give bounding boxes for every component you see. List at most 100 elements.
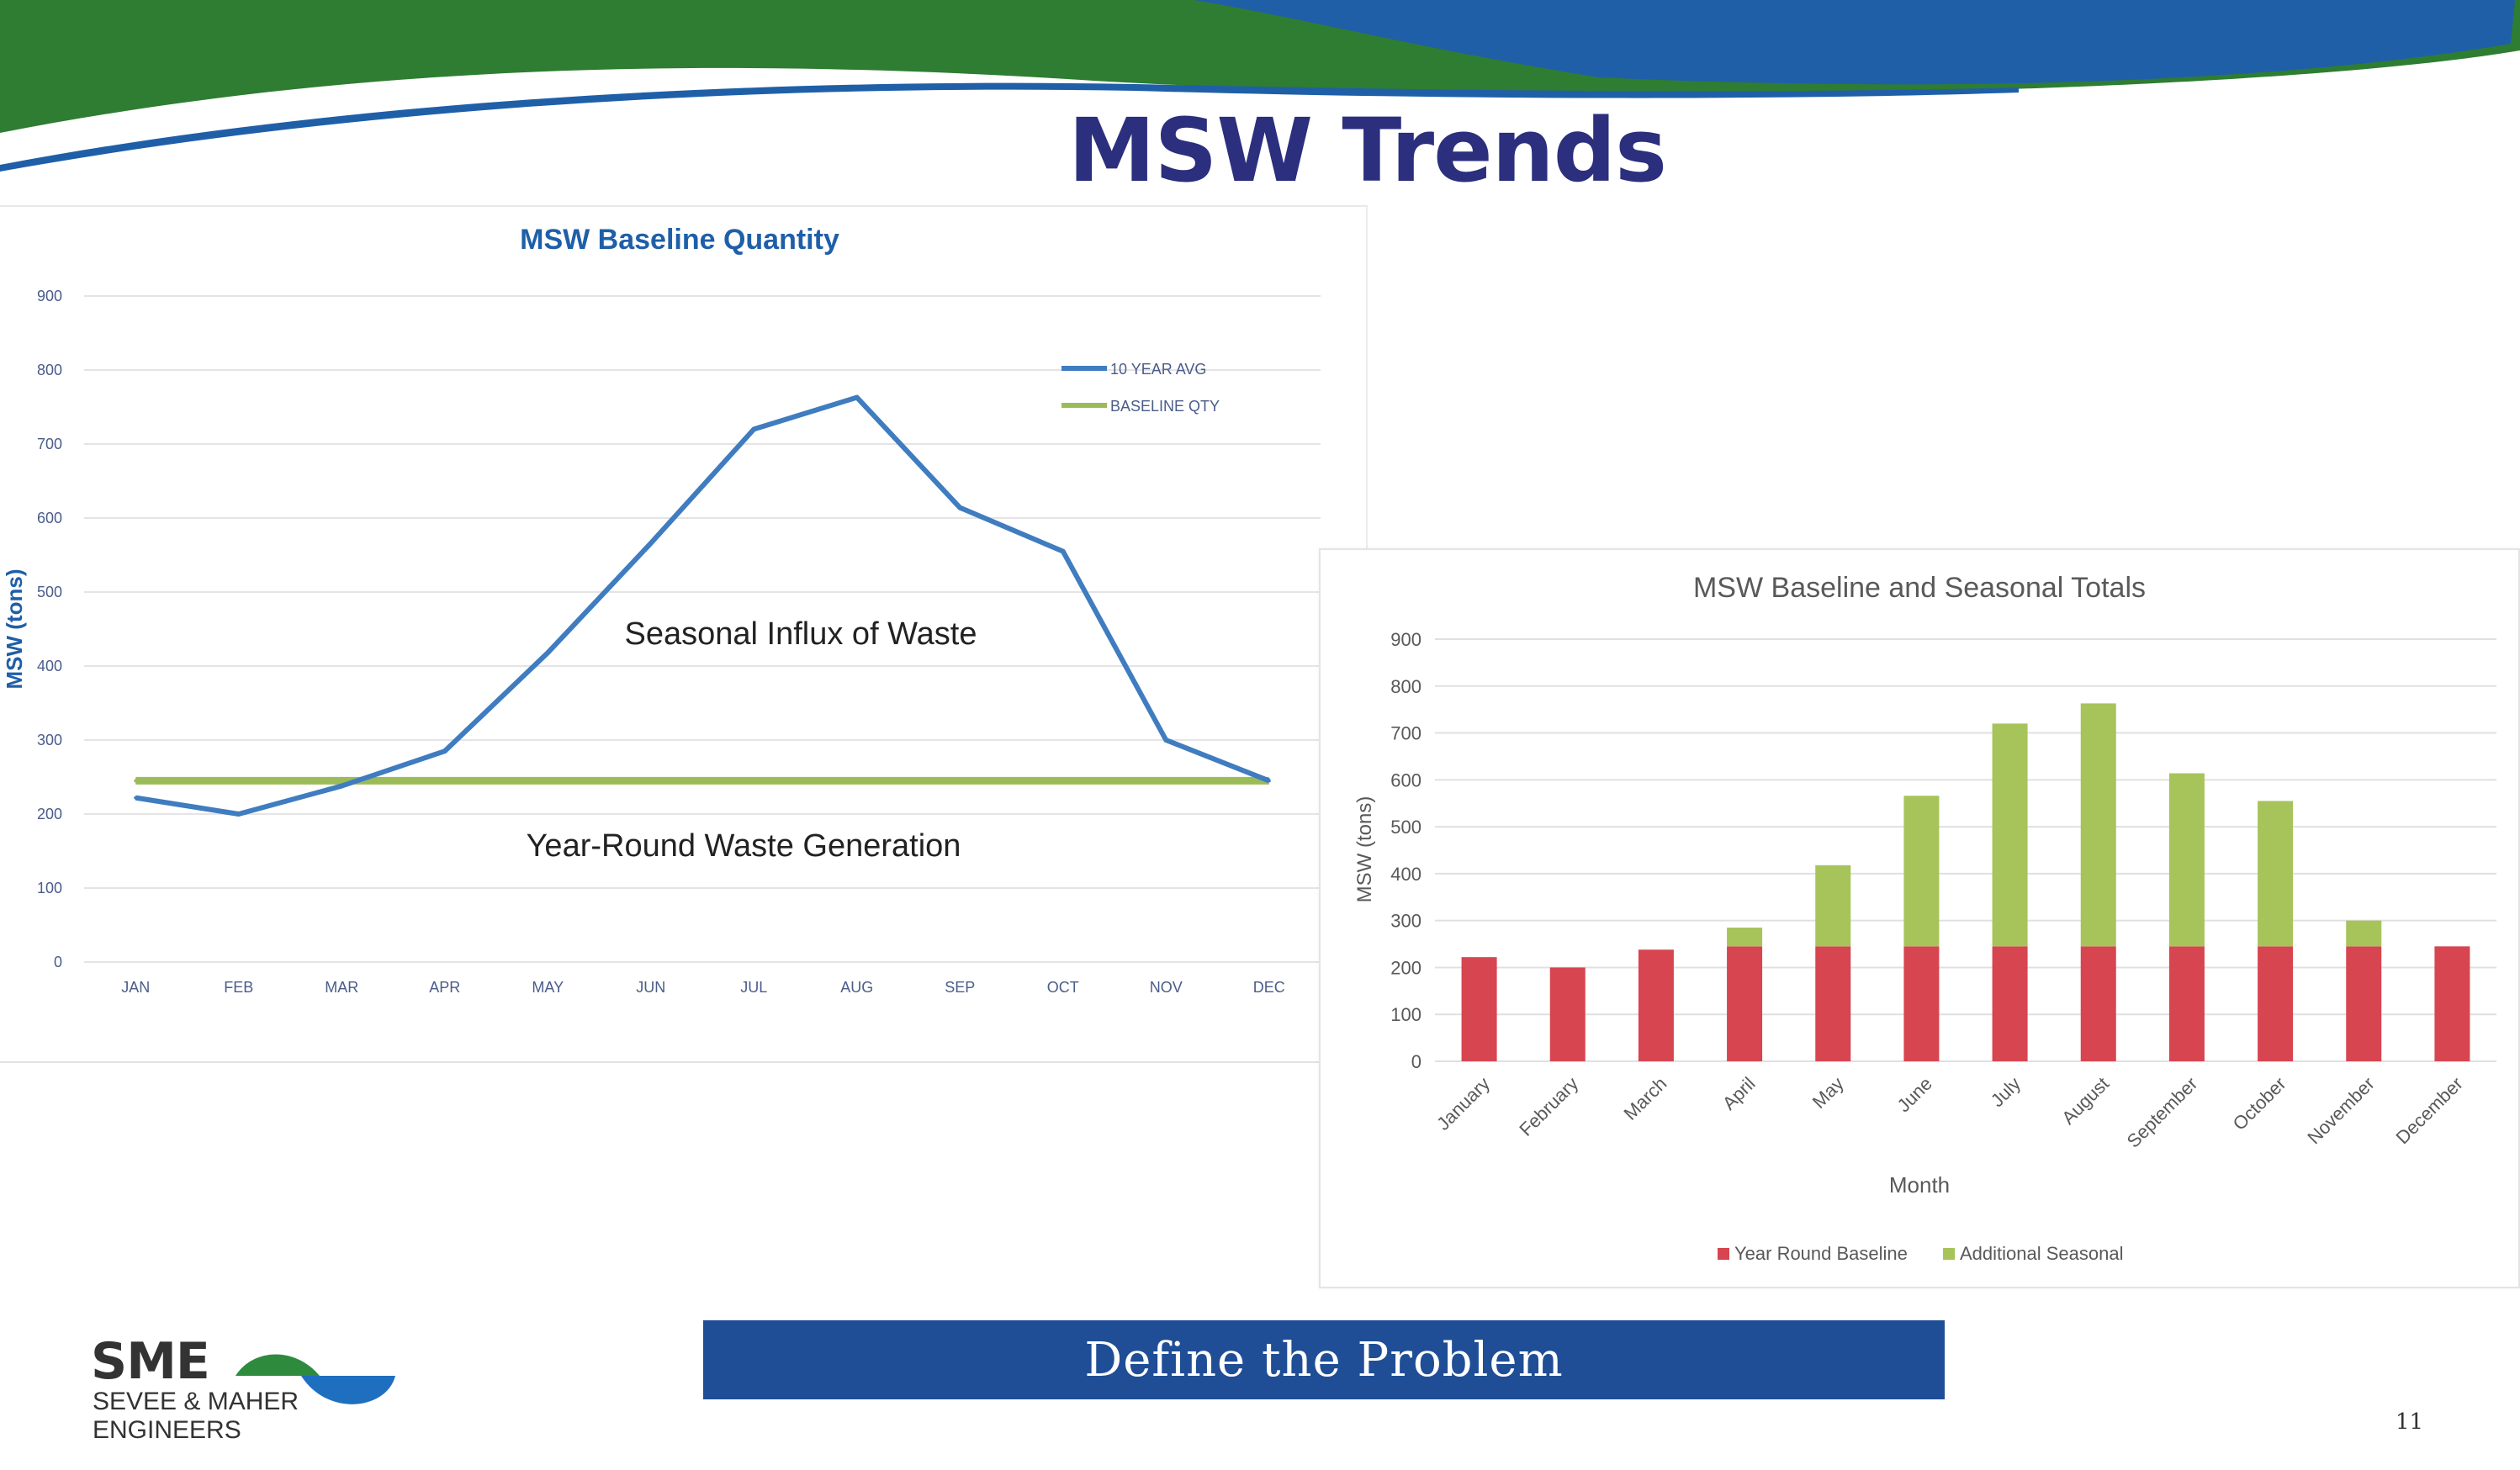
line-chart-x-tick: MAR (325, 979, 358, 996)
bar-segment-baseline (1549, 967, 1586, 1061)
bar-segment-baseline (2434, 946, 2470, 1061)
line-chart-point (1061, 779, 1065, 783)
bar-segment-baseline (1727, 946, 1763, 1061)
line-chart-x-tick: MAY (532, 979, 564, 996)
bar-chart-y-tick: 700 (1390, 723, 1421, 744)
logo-line-1: SEVEE & MAHER (93, 1388, 299, 1415)
bar-chart-y-tick: 300 (1390, 911, 1421, 932)
line-chart-panel: MSW Baseline Quantity 0 100 200 300 400 500 600… (0, 205, 1368, 1063)
line-chart-point (649, 779, 653, 783)
bar-segment-baseline (2258, 946, 2294, 1061)
footer-banner: Define the Problem (703, 1320, 1945, 1399)
line-chart-point (236, 779, 241, 783)
bar-chart-panel: MSW Baseline and Seasonal Totals 0 100 200 3… (1319, 548, 2520, 1288)
line-chart-point (958, 505, 962, 510)
bar-segment-seasonal (2346, 920, 2382, 947)
line-chart-y-tick: 100 (37, 880, 62, 896)
line-chart-x-tick: AUG (840, 979, 873, 996)
bar-chart-y-tick: 800 (1390, 676, 1421, 697)
bar-segment-seasonal (2258, 801, 2294, 947)
bar-chart-x-tick: June (1893, 1073, 1936, 1116)
bar-segment-baseline (1638, 949, 1674, 1061)
line-chart: MSW Baseline Quantity 0 100 200 300 400 500 600… (2, 224, 1321, 996)
line-chart-series-ten-year-avg (135, 394, 1270, 817)
line-chart-point (236, 812, 241, 816)
line-chart-y-tick: 700 (37, 436, 62, 452)
bar-chart-x-tick: May (1808, 1073, 1848, 1113)
bar-segment-baseline (1903, 946, 1940, 1061)
logo-line-2: ENGINEERS (93, 1416, 241, 1444)
bar-chart-y-tick: 200 (1390, 957, 1421, 978)
bar-chart-y-tick: 900 (1390, 629, 1421, 650)
bar-chart-y-tick: 100 (1390, 1004, 1421, 1025)
annotation-year-round: Year-Round Waste Generation (527, 828, 961, 864)
bar-chart-x-tick: February (1515, 1073, 1582, 1140)
page-number: 11 (2396, 1409, 2424, 1435)
bar-chart-legend-entry: Additional Seasonal (1960, 1243, 2123, 1264)
bar-segment-baseline (1992, 946, 2028, 1061)
bar-chart-x-tick: November (2303, 1073, 2378, 1148)
bar-chart-legend-entry: Year Round Baseline (1734, 1243, 1908, 1264)
slide-title: MSW Trends (1068, 99, 1667, 202)
line-chart-y-tick: 0 (54, 954, 62, 970)
bar-segment-seasonal (1903, 796, 1940, 947)
bar-chart: MSW Baseline and Seasonal Totals 0 100 200 3… (1353, 572, 2496, 1264)
line-chart-point (1164, 779, 1168, 783)
line-chart-x-tick: JUL (740, 979, 767, 996)
line-chart-legend-entry: BASELINE QTY (1110, 398, 1220, 415)
line-chart-y-tick: 200 (37, 806, 62, 822)
bar-chart-y-axis-label: MSW (tons) (1353, 796, 1376, 903)
line-chart-point (340, 784, 344, 788)
bar-chart-x-tick: July (1987, 1073, 2025, 1111)
line-chart-point (134, 779, 138, 783)
line-chart-title: MSW Baseline Quantity (520, 224, 839, 256)
bar-chart-x-tick: April (1718, 1073, 1760, 1114)
footer-label: Define the Problem (1084, 1332, 1564, 1388)
line-chart-point (546, 779, 550, 783)
logo-wave-icon (236, 1354, 395, 1404)
line-chart-point (134, 796, 138, 800)
line-chart-point (958, 779, 962, 783)
logo-abbreviation: SME (91, 1332, 210, 1391)
line-chart-y-tick: 600 (37, 510, 62, 526)
line-chart-x-tick: FEB (224, 979, 253, 996)
bar-segment-seasonal (1992, 723, 2028, 947)
bar-chart-y-tick: 600 (1390, 769, 1421, 791)
line-chart-y-tick: 400 (37, 658, 62, 674)
annotation-seasonal-influx: Seasonal Influx of Waste (625, 616, 977, 652)
header-banner (0, 0, 2520, 172)
bar-chart-x-tick: September (2123, 1073, 2202, 1152)
line-chart-x-tick: SEP (945, 979, 975, 996)
line-chart-legend-entry: 10 YEAR AVG (1110, 361, 1206, 378)
bar-chart-y-tick: 500 (1390, 817, 1421, 838)
line-chart-x-tick: NOV (1150, 979, 1183, 996)
bar-chart-legend-swatch (1943, 1248, 1955, 1260)
banner-blue-wave (1194, 0, 2515, 85)
bar-segment-baseline (2168, 946, 2205, 1061)
company-logo: SME SEVEE & MAHER ENGINEERS (91, 1332, 410, 1450)
bar-chart-x-tick: August (2057, 1073, 2113, 1129)
line-chart-point (340, 779, 344, 783)
line-chart-point (855, 779, 859, 783)
line-chart-x-tick: DEC (1253, 979, 1285, 996)
line-chart-x-tick: APR (429, 979, 460, 996)
bar-segment-seasonal (2168, 773, 2205, 947)
bar-chart-x-tick: January (1432, 1073, 1494, 1134)
line-chart-y-tick: 900 (37, 288, 62, 304)
bar-segment-seasonal (1727, 928, 1763, 947)
bar-chart-y-tick: 0 (1411, 1051, 1421, 1072)
bar-chart-legend-swatch (1718, 1248, 1729, 1260)
bar-chart-title: MSW Baseline and Seasonal Totals (1693, 572, 2146, 604)
line-chart-point (546, 651, 550, 655)
line-chart-point (752, 779, 756, 783)
bar-segment-baseline (1461, 957, 1497, 1061)
bar-chart-y-tick: 400 (1390, 864, 1421, 885)
line-chart-y-tick: 500 (37, 584, 62, 600)
bar-segment-seasonal (2080, 703, 2116, 947)
line-chart-point (752, 427, 756, 431)
bar-segment-seasonal (1815, 865, 1851, 947)
bar-chart-x-axis-label: Month (1889, 1172, 1950, 1198)
line-chart-y-tick: 800 (37, 362, 62, 378)
line-chart-x-tick: JAN (121, 979, 150, 996)
bar-segment-baseline (2346, 946, 2382, 1061)
